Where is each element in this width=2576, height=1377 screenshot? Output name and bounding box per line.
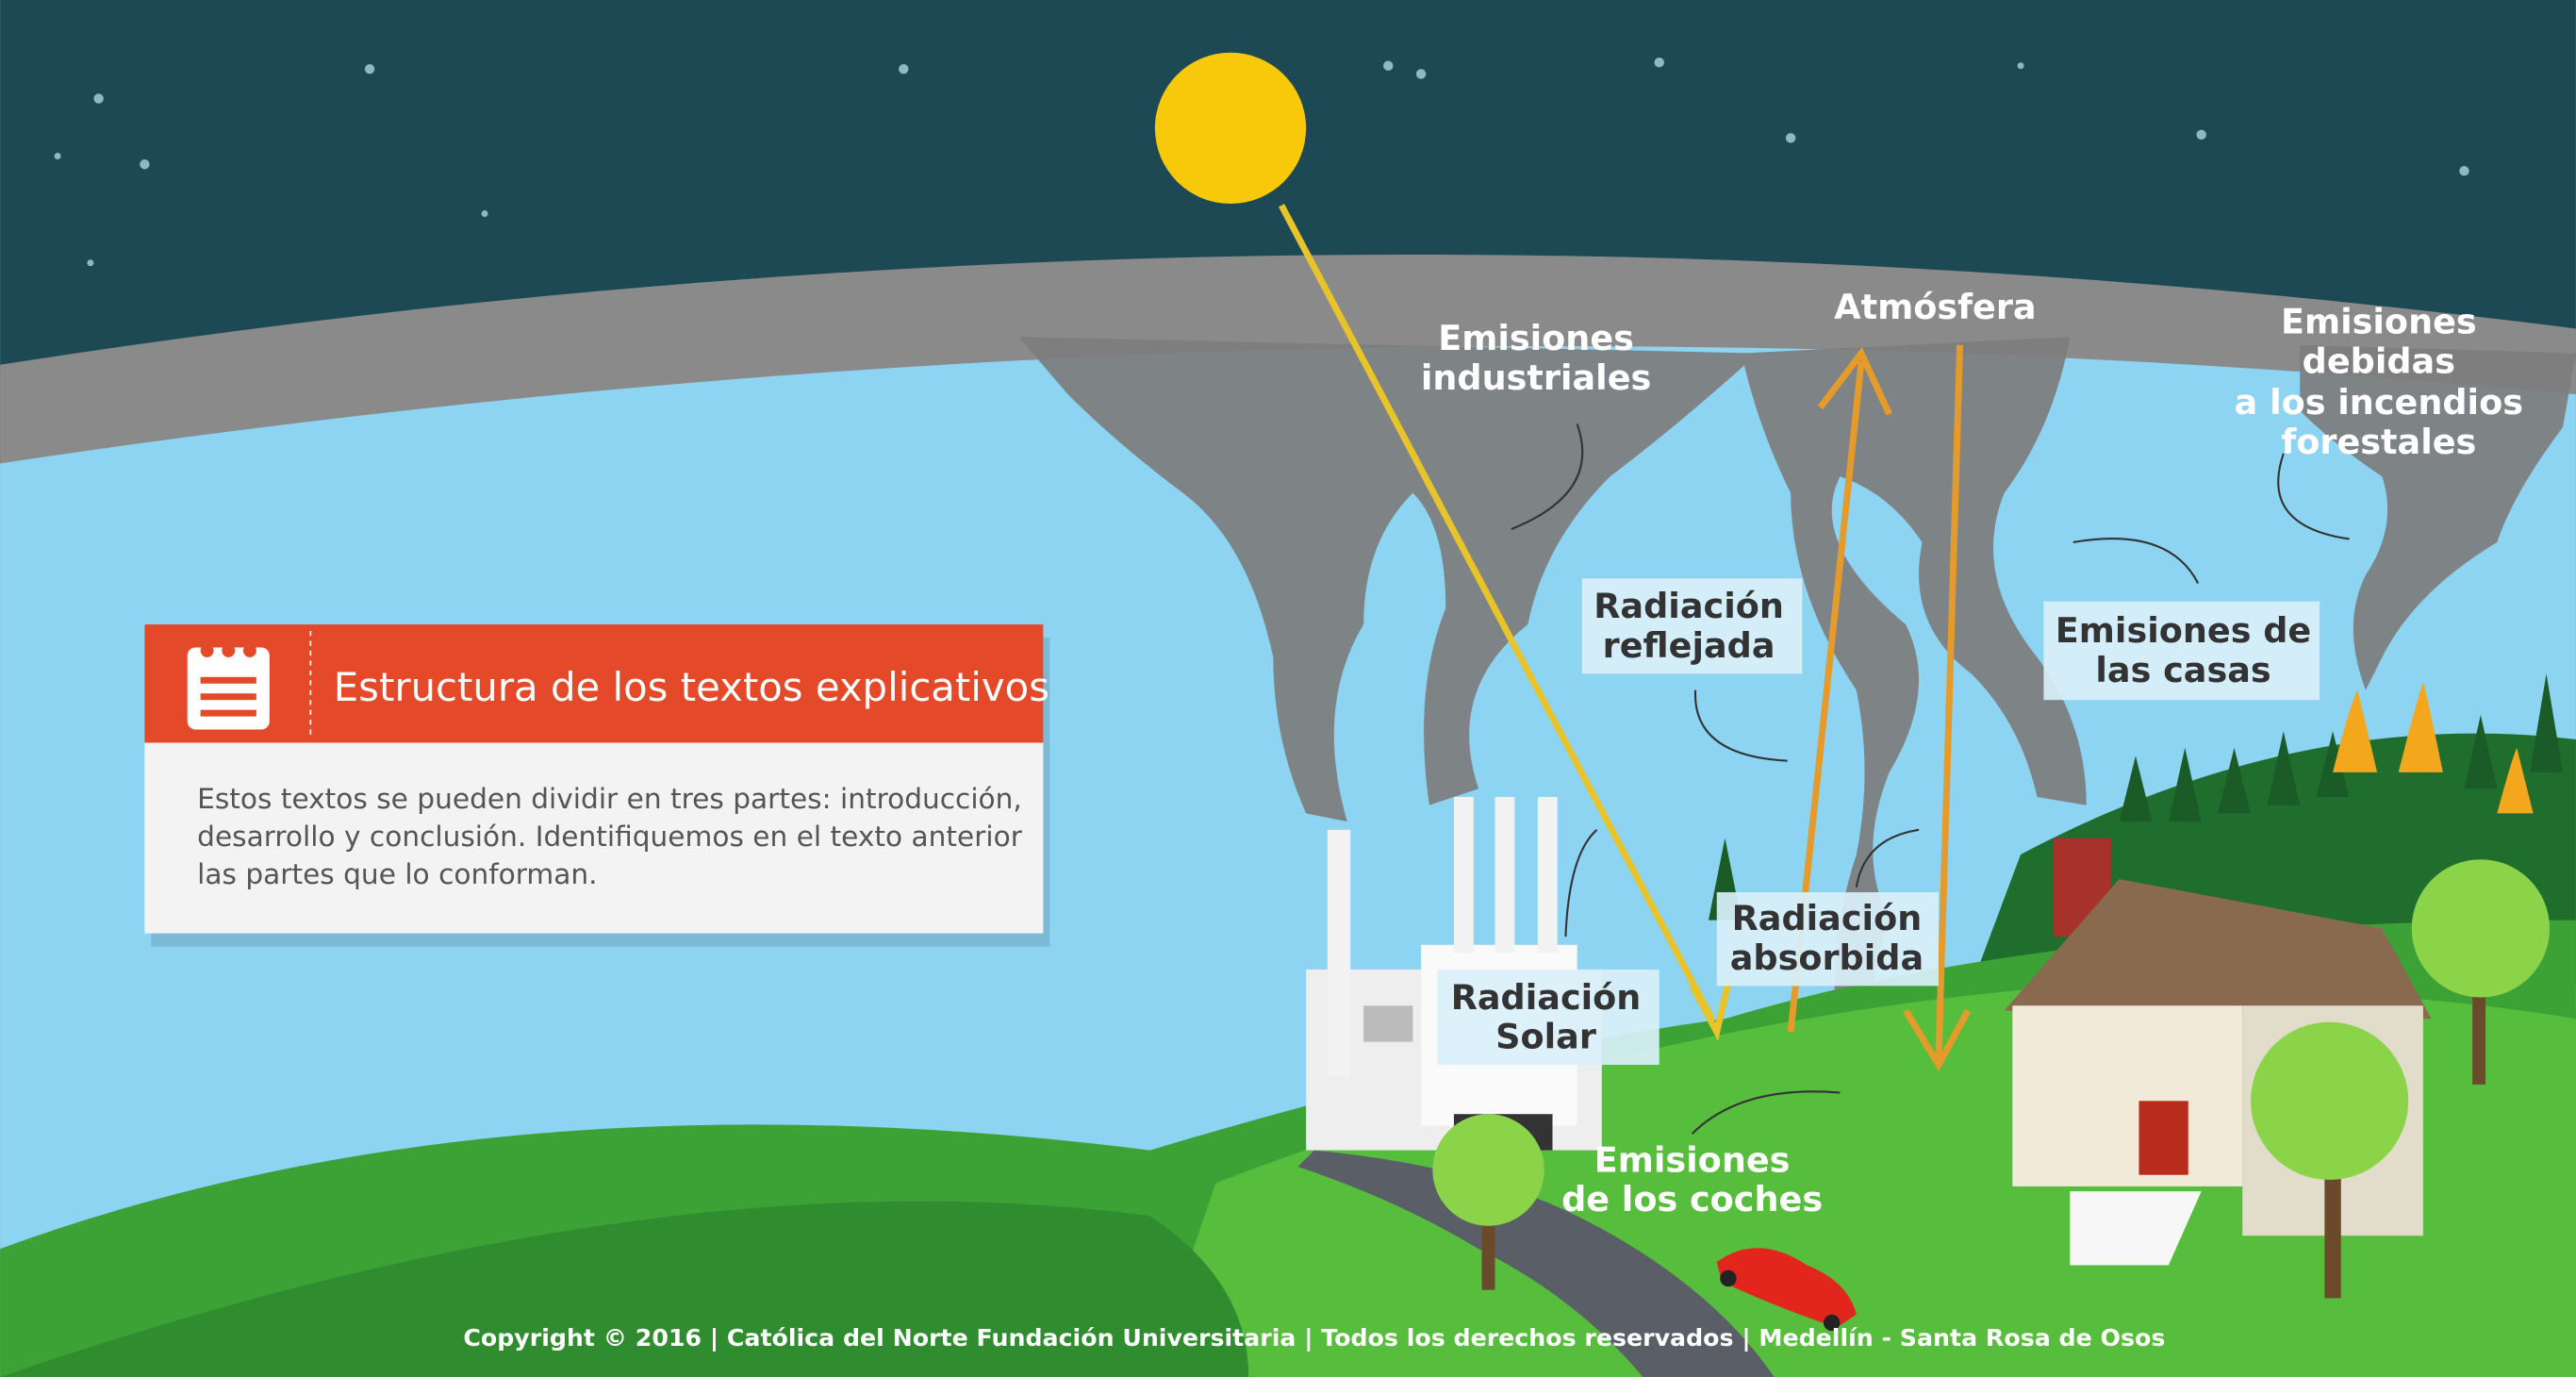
label: Solar — [1495, 1017, 1596, 1057]
card-body: las partes que lo conforman. — [197, 858, 597, 890]
card-title: Estructura de los textos explicativos — [334, 664, 1049, 710]
label: absorbida — [1730, 937, 1924, 978]
label: Radiación — [1593, 586, 1784, 626]
card-body: Estos textos se pueden dividir en tres p… — [197, 783, 1022, 815]
label: las casas — [2095, 650, 2271, 690]
label: reflejada — [1603, 625, 1775, 666]
label: de los coches — [1561, 1179, 1823, 1219]
label: debidas — [2303, 341, 2455, 382]
label: Emisiones — [1438, 318, 1634, 358]
label: Emisiones — [2281, 302, 2477, 342]
card-body: desarrollo y conclusión. Identifiquemos … — [197, 821, 1023, 853]
label: Atmósfera — [1834, 287, 2036, 327]
page: Emisiones industriales Atmósfera Emision… — [0, 0, 2576, 1377]
sun — [1155, 53, 1306, 204]
label: Emisiones — [1594, 1139, 1791, 1180]
label: Radiación — [1732, 898, 1923, 938]
footer: Copyright © 2016 | Católica del Norte Fu… — [463, 1324, 2165, 1352]
notepad-icon — [188, 644, 270, 730]
label: Emisiones de — [2056, 610, 2311, 651]
label: industriales — [1421, 357, 1651, 398]
info-card: Estructura de los textos explicativos Es… — [144, 624, 1049, 946]
label: a los incendios — [2235, 382, 2523, 423]
label: Radiación — [1451, 977, 1642, 1018]
scene: Emisiones industriales Atmósfera Emision… — [0, 0, 2576, 1377]
label: forestales — [2281, 422, 2476, 462]
